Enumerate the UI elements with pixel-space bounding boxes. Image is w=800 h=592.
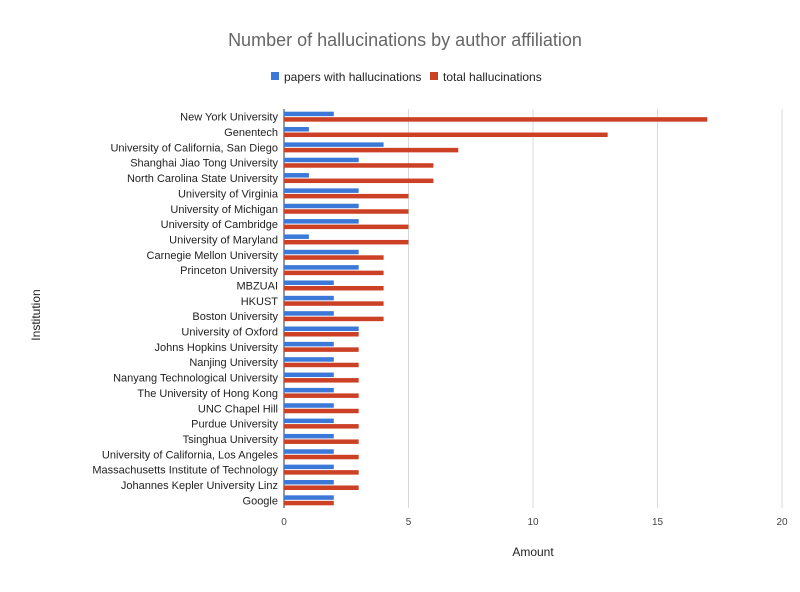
bar-papers	[284, 127, 309, 132]
category-label: University of California, Los Angeles	[102, 449, 279, 461]
category-label: University of Michigan	[170, 204, 278, 216]
bar-papers	[284, 495, 334, 500]
bar-total	[284, 347, 359, 352]
bar-total	[284, 378, 359, 383]
bar-total	[284, 362, 359, 368]
bar-papers	[284, 142, 384, 147]
category-label: Boston University	[192, 311, 278, 323]
category-label: University of California, San Diego	[110, 142, 278, 154]
category-label: Massachusetts Institute of Technology	[92, 465, 278, 477]
category-label: Princeton University	[180, 265, 278, 277]
bar-total	[284, 270, 384, 276]
bar-papers	[284, 449, 334, 454]
bar-papers	[284, 188, 359, 193]
bar-papers	[284, 387, 334, 393]
chart-title: Number of hallucinations by author affil…	[228, 30, 582, 50]
bar-total	[284, 454, 359, 460]
bar-papers	[284, 464, 334, 470]
bar-papers	[284, 403, 334, 408]
category-label: Johannes Kepler University Linz	[121, 480, 278, 492]
bar-total	[284, 439, 359, 444]
bar-papers	[284, 295, 334, 301]
bar-papers	[284, 418, 334, 424]
x-axis-title: Amount	[512, 545, 554, 559]
bar-total	[284, 301, 384, 306]
category-label: Nanyang Technological University	[113, 373, 278, 385]
category-label: UNC Chapel Hill	[198, 403, 278, 415]
bar-papers	[284, 372, 334, 378]
bar-papers	[284, 357, 334, 362]
bar-total	[284, 285, 384, 291]
bar-total	[284, 224, 409, 230]
bar-total	[284, 178, 434, 184]
x-tick-label: 0	[281, 517, 287, 528]
bar-papers	[284, 311, 334, 316]
bar-papers	[284, 234, 309, 239]
gridlines	[283, 109, 783, 508]
bar-papers	[284, 341, 334, 347]
bar-papers	[284, 111, 334, 117]
bar-total	[284, 485, 359, 490]
bar-papers	[284, 173, 309, 178]
bar-total	[284, 117, 708, 122]
category-label: University of Virginia	[178, 188, 279, 200]
bar-papers	[284, 203, 359, 209]
category-label: The University of Hong Kong	[137, 388, 278, 400]
category-label: North Carolina State University	[127, 173, 279, 185]
category-label: MBZUAI	[236, 280, 278, 292]
bar-total	[284, 393, 359, 398]
legend-label-1: total hallucinations	[443, 70, 542, 84]
x-tick-labels: 0 5 10 15 20	[281, 517, 788, 528]
bar-papers	[284, 479, 334, 485]
category-label: Google	[243, 495, 278, 507]
category-label: Purdue University	[191, 419, 278, 431]
bar-total	[284, 132, 608, 138]
bar-papers	[284, 326, 359, 332]
category-label: Carnegie Mellon University	[147, 250, 279, 262]
bar-total	[284, 163, 434, 168]
x-tick-label: 20	[776, 517, 788, 528]
bar-papers	[284, 157, 359, 163]
category-label: Shanghai Jiao Tong University	[130, 158, 278, 170]
category-label: Nanjing University	[189, 357, 278, 369]
bars-group	[284, 111, 708, 506]
legend-label-0: papers with hallucinations	[284, 70, 421, 84]
bar-papers	[284, 219, 359, 224]
bar-total	[284, 470, 359, 475]
bar-papers	[284, 280, 334, 285]
category-label: Genentech	[224, 127, 278, 139]
category-label: University of Cambridge	[161, 219, 278, 231]
x-tick-label: 5	[406, 517, 412, 528]
bar-total	[284, 239, 409, 245]
bar-total	[284, 193, 409, 199]
bar-total	[284, 500, 334, 506]
category-label: New York University	[180, 112, 278, 124]
x-tick-label: 10	[527, 517, 539, 528]
category-labels: New York University Genentech University o…	[92, 112, 279, 508]
bar-papers	[284, 265, 359, 270]
bar-papers	[284, 249, 359, 255]
bar-papers	[284, 433, 334, 439]
legend-swatch-0	[271, 72, 279, 80]
bar-total	[284, 147, 459, 153]
category-label: University of Oxford	[181, 327, 278, 339]
category-label: Johns Hopkins University	[155, 342, 279, 354]
category-label: University of Maryland	[169, 234, 278, 246]
bar-total	[284, 209, 409, 214]
bar-total	[284, 332, 359, 337]
legend-swatch-1	[430, 72, 438, 80]
bar-total	[284, 255, 384, 260]
bar-total	[284, 408, 359, 414]
chart-legend: papers with hallucinations total hallucin…	[271, 70, 542, 84]
x-tick-label: 15	[652, 517, 664, 528]
bar-total	[284, 424, 359, 429]
y-axis-title: Institution	[29, 289, 43, 340]
category-label: Tsinghua University	[183, 434, 279, 446]
category-label: HKUST	[241, 296, 279, 308]
bar-total	[284, 316, 384, 322]
